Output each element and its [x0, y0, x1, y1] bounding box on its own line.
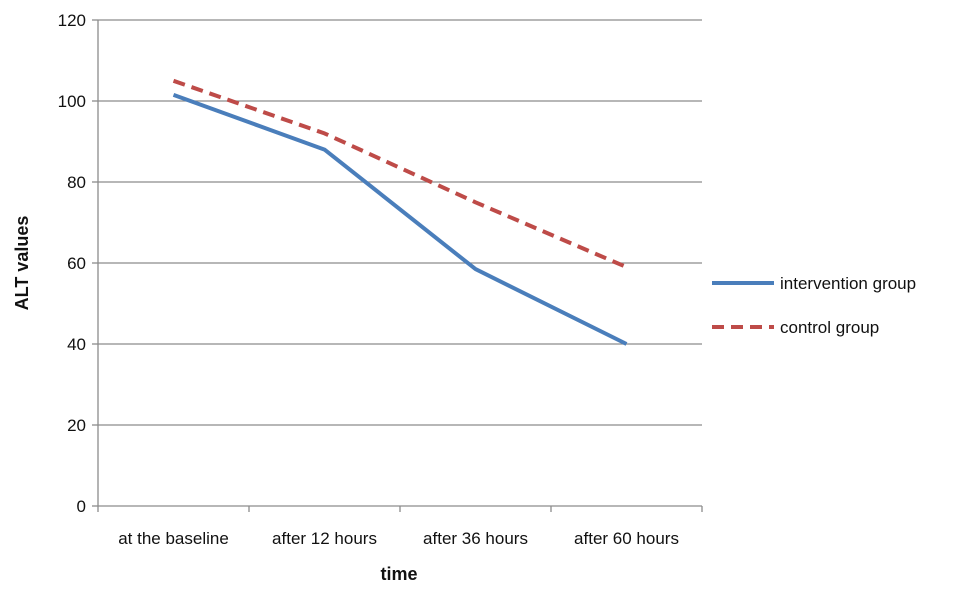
y-tick-label: 60: [67, 254, 86, 273]
x-tick-label: after 12 hours: [272, 529, 377, 548]
x-axis-title: time: [380, 564, 417, 584]
y-tick-label: 40: [67, 335, 86, 354]
series-lines: [173, 81, 626, 344]
y-tick-label: 80: [67, 173, 86, 192]
legend-label: control group: [780, 318, 879, 337]
x-tick-label: at the baseline: [118, 529, 229, 548]
y-axis-title: ALT values: [12, 216, 32, 311]
gridlines: [98, 20, 702, 425]
y-tick-label: 20: [67, 416, 86, 435]
y-tick-label: 100: [58, 92, 86, 111]
axes: [92, 20, 702, 512]
y-tick-label: 0: [77, 497, 86, 516]
x-tick-label: after 36 hours: [423, 529, 528, 548]
x-tick-labels: at the baseline after 12 hours after 36 ho…: [118, 529, 679, 548]
y-tick-labels: 0 20 40 60 80 100 120: [58, 11, 86, 516]
y-tick-label: 120: [58, 11, 86, 30]
x-tick-label: after 60 hours: [574, 529, 679, 548]
legend-label: intervention group: [780, 274, 916, 293]
legend: intervention group control group: [712, 274, 916, 337]
series-line-intervention-group: [174, 95, 627, 344]
series-line-control-group: [174, 81, 627, 267]
